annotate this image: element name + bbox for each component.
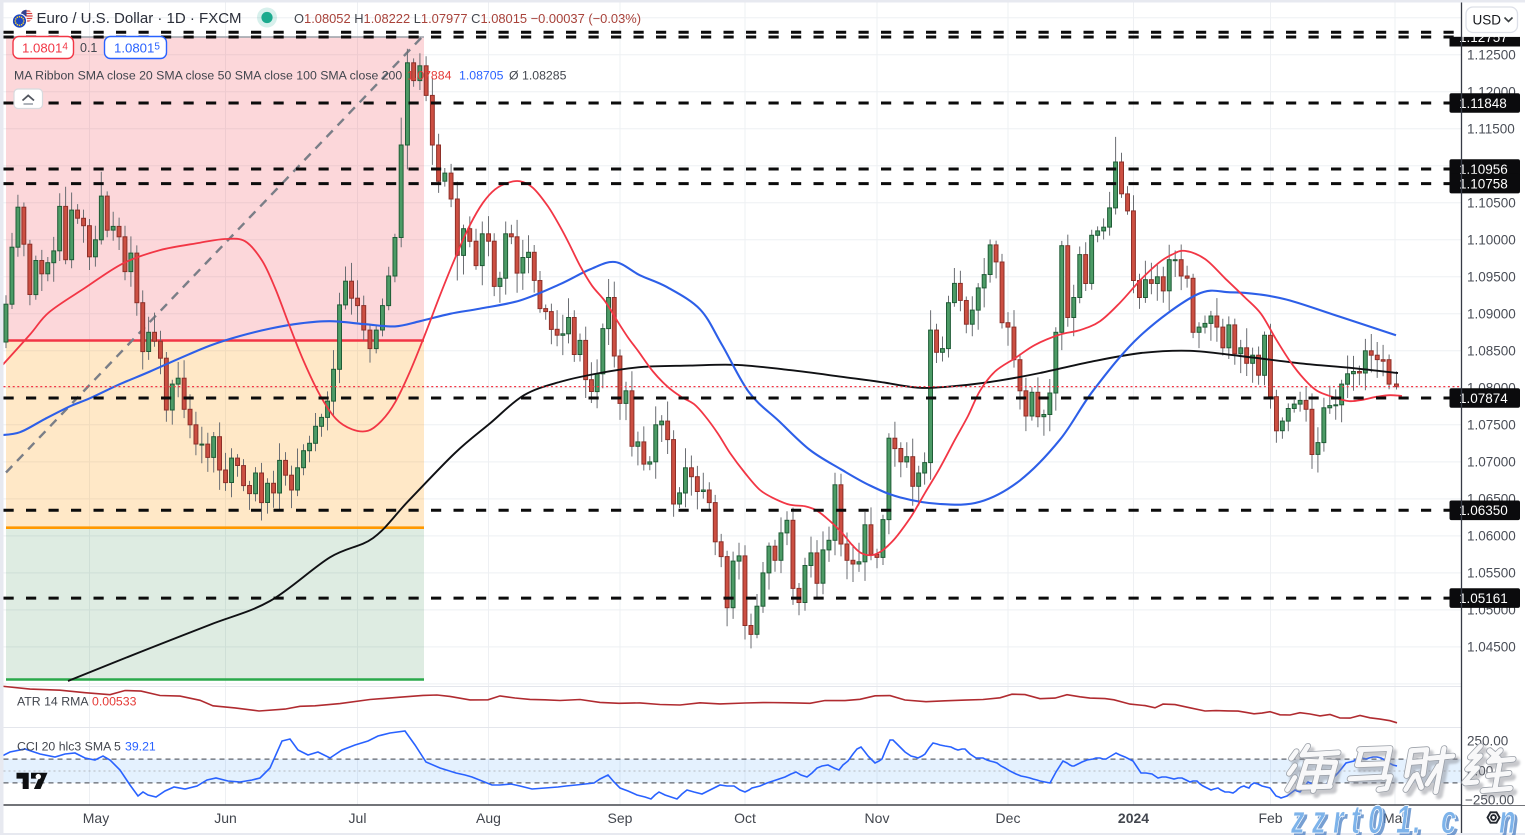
svg-text:1.10956: 1.10956 (1459, 162, 1508, 177)
svg-text:0: 0 (1368, 798, 1383, 835)
svg-text:t: t (1351, 798, 1361, 835)
svg-text:MA Ribbon SMA close 20 SMA clo: MA Ribbon SMA close 20 SMA close 50 SMA … (14, 69, 402, 83)
svg-text:250.00: 250.00 (1467, 734, 1508, 749)
svg-text:1.04500: 1.04500 (1467, 640, 1516, 655)
svg-text:Nov: Nov (865, 810, 890, 826)
svg-text:1.05161: 1.05161 (1459, 591, 1508, 606)
svg-text:n: n (1499, 798, 1516, 835)
svg-text:1.07884: 1.07884 (407, 69, 452, 83)
svg-text:1.07500: 1.07500 (1467, 418, 1516, 433)
svg-text:Mar: Mar (1383, 810, 1407, 826)
svg-text:1.11848: 1.11848 (1459, 96, 1507, 111)
svg-text:r: r (1336, 800, 1348, 835)
svg-text:z: z (1293, 800, 1307, 835)
svg-text:1: 1 (1399, 800, 1414, 835)
svg-text:CCI 20 hlc3 SMA 5: CCI 20 hlc3 SMA 5 (17, 740, 121, 754)
svg-text:z: z (1290, 798, 1304, 835)
svg-text:Jul: Jul (349, 810, 367, 826)
svg-text:2024: 2024 (1118, 810, 1149, 826)
svg-text:z: z (1311, 798, 1325, 835)
svg-text:0.1: 0.1 (80, 41, 97, 55)
svg-text:Oct: Oct (734, 810, 756, 826)
svg-text:1.10758: 1.10758 (1459, 176, 1508, 191)
svg-text:1.09000: 1.09000 (1467, 307, 1516, 322)
svg-text:.: . (1413, 798, 1421, 835)
svg-text:39.21: 39.21 (125, 740, 156, 754)
svg-text:c: c (1444, 800, 1459, 835)
svg-text:z: z (1314, 800, 1328, 835)
svg-text:May: May (83, 810, 109, 826)
svg-text:O1.08052 H1.08222 L1.07977 C1.: O1.08052 H1.08222 L1.07977 C1.08015 −0.0… (294, 11, 641, 26)
svg-text:1.10500: 1.10500 (1467, 196, 1516, 211)
svg-text:1.10000: 1.10000 (1467, 233, 1516, 248)
svg-text:.: . (1416, 800, 1424, 835)
svg-text:0.00533: 0.00533 (92, 695, 137, 709)
svg-text:1.05500: 1.05500 (1467, 566, 1516, 581)
svg-text:Jun: Jun (214, 810, 237, 826)
svg-text:Dec: Dec (996, 810, 1021, 826)
svg-text:1.12500: 1.12500 (1467, 47, 1516, 62)
svg-text:Ø 1.08285: Ø 1.08285 (509, 69, 567, 83)
svg-text:ATR 14 RMA: ATR 14 RMA (17, 695, 89, 709)
svg-text:c: c (1441, 798, 1456, 835)
svg-text:1.09500: 1.09500 (1467, 270, 1516, 285)
svg-text:1.06350: 1.06350 (1459, 503, 1508, 518)
svg-text:1.07000: 1.07000 (1467, 455, 1516, 470)
svg-text:r: r (1333, 798, 1345, 835)
svg-text:1: 1 (1396, 798, 1411, 835)
svg-text:Aug: Aug (476, 810, 501, 826)
svg-text:1.06000: 1.06000 (1467, 529, 1516, 544)
svg-text:1.12757: 1.12757 (1459, 30, 1508, 45)
svg-text:n: n (1502, 800, 1519, 835)
svg-text:0: 0 (1371, 800, 1386, 835)
svg-text:Sep: Sep (608, 810, 633, 826)
svg-text:1.11500: 1.11500 (1467, 121, 1515, 136)
svg-text:1.08705: 1.08705 (459, 69, 504, 83)
svg-text:1.07874: 1.07874 (1459, 391, 1508, 406)
svg-text:Feb: Feb (1258, 810, 1282, 826)
svg-text:1.08014: 1.08014 (22, 41, 68, 56)
svg-text:1.08015: 1.08015 (114, 41, 160, 56)
svg-text:1.08500: 1.08500 (1467, 344, 1516, 359)
svg-text:t: t (1354, 800, 1364, 835)
svg-text:USD: USD (1473, 13, 1502, 28)
svg-text:Euro / U.S. Dollar · 1D · FXCM: Euro / U.S. Dollar · 1D · FXCM (37, 10, 242, 27)
